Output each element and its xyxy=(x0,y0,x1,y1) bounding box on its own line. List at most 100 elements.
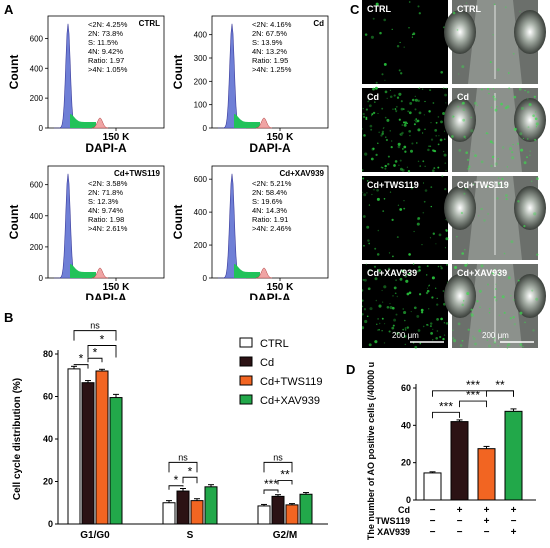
ao-positive-cell xyxy=(414,345,418,349)
scale-bar-label: 200 μm xyxy=(482,331,509,340)
ao-positive-cell xyxy=(416,314,420,318)
ao-positive-cell xyxy=(465,2,468,4)
histogram-title: CTRL xyxy=(139,19,160,28)
ao-positive-cell xyxy=(387,267,391,271)
ao-positive-cell xyxy=(370,35,374,39)
ao-positive-cell xyxy=(400,107,404,111)
ao-positive-cell xyxy=(374,340,378,344)
ao-positive-cell xyxy=(377,229,380,232)
ao-positive-cell xyxy=(410,187,414,190)
ao-positive-cell xyxy=(470,116,472,119)
ao-positive-cell xyxy=(466,263,469,265)
ao-positive-cell xyxy=(422,160,425,163)
ao-positive-cell xyxy=(508,147,513,151)
ao-positive-cell xyxy=(523,161,527,165)
ao-positive-cell xyxy=(429,89,432,92)
ao-positive-cell xyxy=(397,142,401,146)
ao-positive-cell xyxy=(491,271,495,275)
ao-positive-cell xyxy=(375,153,378,157)
ao-positive-cell xyxy=(440,120,443,124)
x-axis-label: DAPI-A xyxy=(249,141,291,155)
ao-positive-cell xyxy=(490,106,493,109)
ao-positive-cell xyxy=(497,182,501,185)
ao-positive-cell xyxy=(391,255,394,258)
ao-positive-cell xyxy=(476,104,479,106)
ao-positive-cell xyxy=(399,277,403,281)
ao-positive-cell xyxy=(419,165,421,167)
ao-positive-cell xyxy=(391,218,394,222)
bracket-line xyxy=(182,476,198,484)
ao-positive-cell xyxy=(416,142,418,144)
ao-positive-cell xyxy=(412,263,415,265)
treatment-sign: + xyxy=(484,505,490,516)
ao-positive-cell xyxy=(420,311,424,314)
ao-positive-cell xyxy=(405,279,409,283)
ao-positive-cell xyxy=(374,101,376,103)
ao-positive-cell xyxy=(495,283,497,285)
ao-positive-cell xyxy=(427,148,430,152)
y-tick-label: 600 xyxy=(30,34,44,43)
ao-positive-cell xyxy=(396,332,399,335)
ao-positive-cell xyxy=(435,337,438,340)
ao-positive-cell xyxy=(393,286,397,290)
stat-line: >4N: 1.05% xyxy=(88,65,128,74)
g1-peak xyxy=(218,173,246,279)
ao-positive-cell xyxy=(362,127,363,130)
stat-line: 2N: 58.4% xyxy=(252,188,287,197)
significance-label: * xyxy=(79,352,84,366)
y-tick-label: 0 xyxy=(39,274,44,283)
ao-positive-cell xyxy=(362,169,364,172)
ao-positive-cell xyxy=(379,31,382,35)
ao-positive-cell xyxy=(411,36,413,38)
y-tick-label: 60 xyxy=(401,383,411,393)
ao-positive-cell xyxy=(395,105,398,108)
bracket-line xyxy=(459,400,487,408)
y-tick-label: 300 xyxy=(194,54,208,63)
ao-positive-cell xyxy=(446,264,448,266)
ao-positive-cell xyxy=(422,182,425,184)
ao-positive-cell xyxy=(513,127,517,131)
ao-positive-cell xyxy=(516,142,520,145)
ao-positive-cell xyxy=(417,99,420,103)
ao-positive-cell xyxy=(493,341,496,344)
ao-positive-cell xyxy=(428,110,431,113)
ao-positive-cell xyxy=(435,121,438,124)
significance-label: ns xyxy=(273,452,283,462)
ao-positive-cell xyxy=(432,232,435,235)
ao-positive-cell xyxy=(393,318,397,322)
ao-positive-cell xyxy=(474,154,477,158)
significance-bracket: *** xyxy=(432,399,460,419)
merged-image: Cd+TWS119 xyxy=(444,176,546,260)
treatment-sign: − xyxy=(430,516,436,527)
bracket-line xyxy=(87,357,103,363)
merged-label: Cd+TWS119 xyxy=(457,180,509,190)
panel-letter-c: C xyxy=(350,2,360,17)
ao-positive-cell xyxy=(512,316,515,319)
ao-positive-cell xyxy=(445,228,448,232)
left-eye xyxy=(444,274,476,318)
s-phase-area xyxy=(234,264,260,278)
ao-positive-cell xyxy=(453,339,457,343)
y-axis-label: Count xyxy=(171,205,185,240)
ao-positive-cell xyxy=(362,278,365,281)
ao-positive-cell xyxy=(435,243,437,245)
legend-label: Cd xyxy=(260,357,274,369)
ao-positive-cell xyxy=(452,329,454,332)
stat-line: 2N: 67.5% xyxy=(252,29,287,38)
y-tick-label: 0 xyxy=(48,519,53,529)
ao-positive-cell xyxy=(507,72,510,74)
g1-peak xyxy=(54,23,82,129)
ao-positive-cell xyxy=(416,270,419,273)
ao-positive-cell xyxy=(385,136,387,138)
significance-bracket: ** xyxy=(277,467,293,485)
ao-positive-cell xyxy=(417,128,421,132)
treatment-sign: + xyxy=(484,516,490,527)
ao-positive-cell xyxy=(380,134,383,137)
ao-positive-cell xyxy=(467,168,470,170)
ao-positive-cell xyxy=(362,112,365,116)
ao-positive-cell xyxy=(382,128,384,130)
significance-bracket: *** xyxy=(459,388,487,408)
ao-positive-cell xyxy=(445,102,447,104)
ao-positive-cell xyxy=(470,129,474,133)
